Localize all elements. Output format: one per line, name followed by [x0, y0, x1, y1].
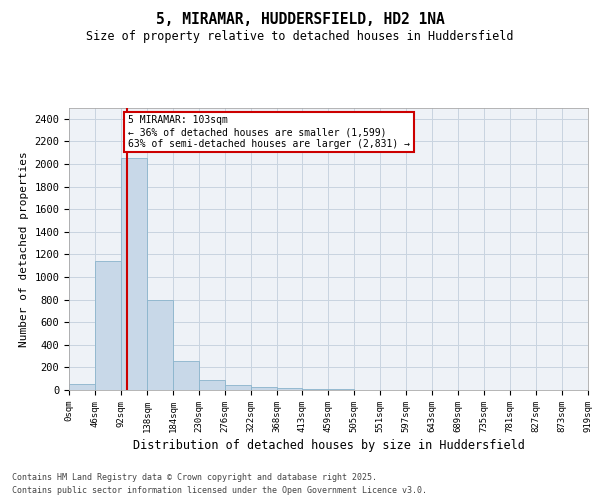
- Text: Size of property relative to detached houses in Huddersfield: Size of property relative to detached ho…: [86, 30, 514, 43]
- Bar: [302, 389, 328, 390]
- Bar: [121, 158, 147, 390]
- Text: 5, MIRAMAR, HUDDERSFIELD, HD2 1NA: 5, MIRAMAR, HUDDERSFIELD, HD2 1NA: [155, 12, 445, 28]
- Text: Contains public sector information licensed under the Open Government Licence v3: Contains public sector information licen…: [12, 486, 427, 495]
- Bar: [173, 360, 199, 390]
- Y-axis label: Number of detached properties: Number of detached properties: [19, 151, 29, 346]
- Text: 5 MIRAMAR: 103sqm
← 36% of detached houses are smaller (1,599)
63% of semi-detac: 5 MIRAMAR: 103sqm ← 36% of detached hous…: [128, 116, 410, 148]
- Bar: [251, 386, 277, 390]
- Text: Contains HM Land Registry data © Crown copyright and database right 2025.: Contains HM Land Registry data © Crown c…: [12, 472, 377, 482]
- Bar: [277, 388, 302, 390]
- Bar: [225, 385, 251, 390]
- Bar: [69, 384, 95, 390]
- Bar: [95, 261, 121, 390]
- Bar: [147, 300, 173, 390]
- Bar: [199, 380, 225, 390]
- X-axis label: Distribution of detached houses by size in Huddersfield: Distribution of detached houses by size …: [133, 439, 524, 452]
